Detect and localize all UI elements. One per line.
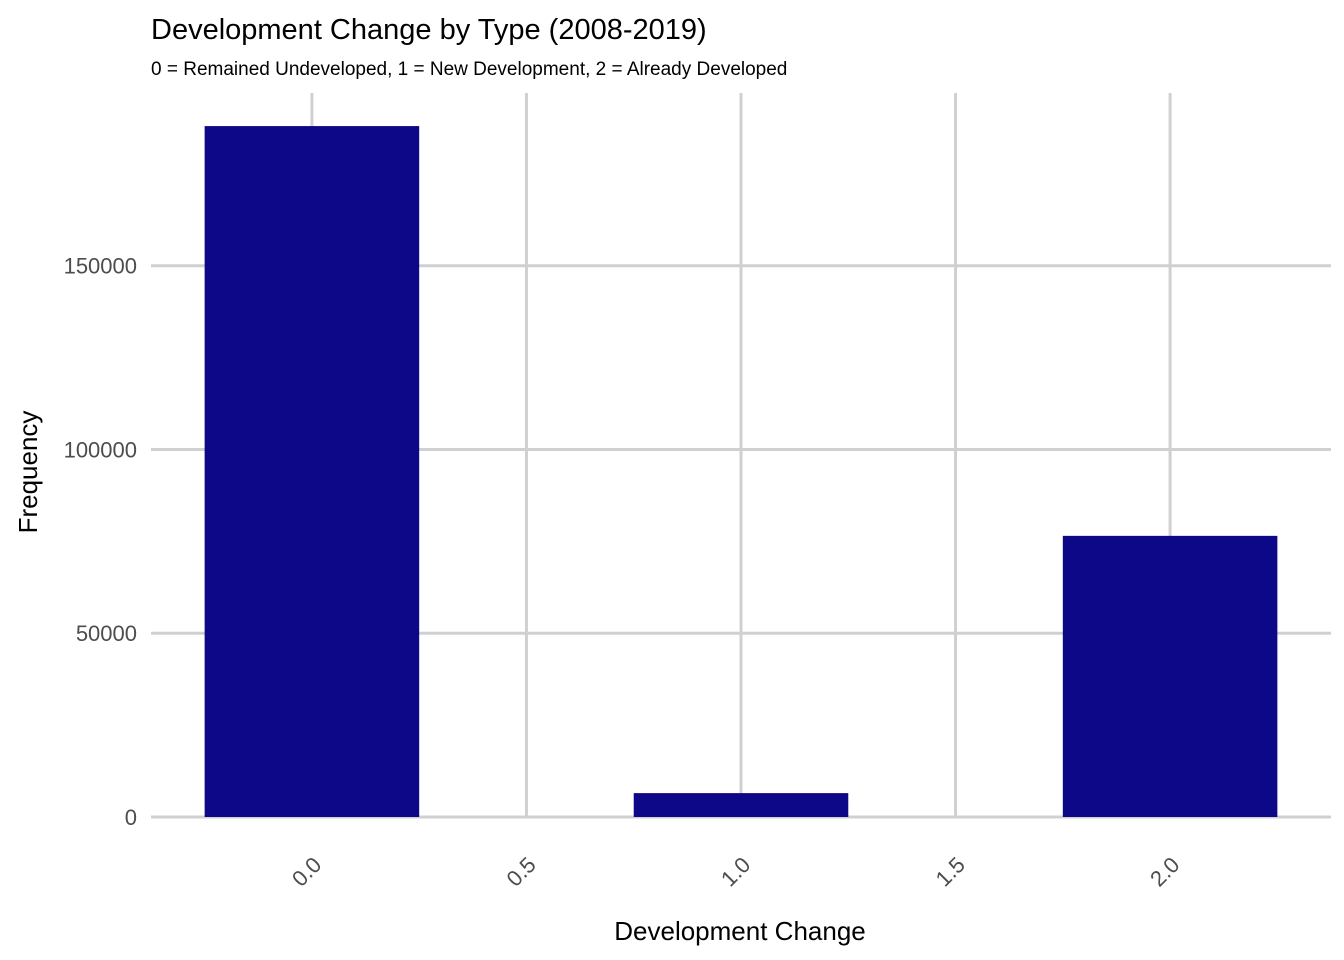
chart-subtitle: 0 = Remained Undeveloped, 1 = New Develo…	[151, 59, 787, 80]
x-tick-labels: 0.0 0.5 1.0 1.5 2.0	[287, 852, 1184, 891]
y-tick-label: 0	[125, 805, 137, 830]
x-axis-label: Development Change	[614, 916, 866, 946]
chart-title: Development Change by Type (2008-2019)	[151, 14, 707, 46]
y-axis-label: Frequency	[13, 411, 43, 534]
bars	[204, 126, 1278, 817]
x-tick-label: 2.0	[1145, 852, 1184, 891]
bar	[204, 126, 420, 817]
bar	[633, 793, 849, 817]
x-tick-label: 0.0	[287, 852, 326, 891]
bar	[1062, 535, 1278, 817]
x-tick-label: 1.5	[931, 852, 970, 891]
y-tick-label: 100000	[64, 437, 137, 462]
y-tick-label: 50000	[76, 621, 137, 646]
x-tick-label: 0.5	[501, 852, 540, 891]
y-tick-labels: 0 50000 100000 150000	[64, 254, 137, 830]
x-tick-label: 1.0	[716, 852, 755, 891]
y-tick-label: 150000	[64, 254, 137, 279]
